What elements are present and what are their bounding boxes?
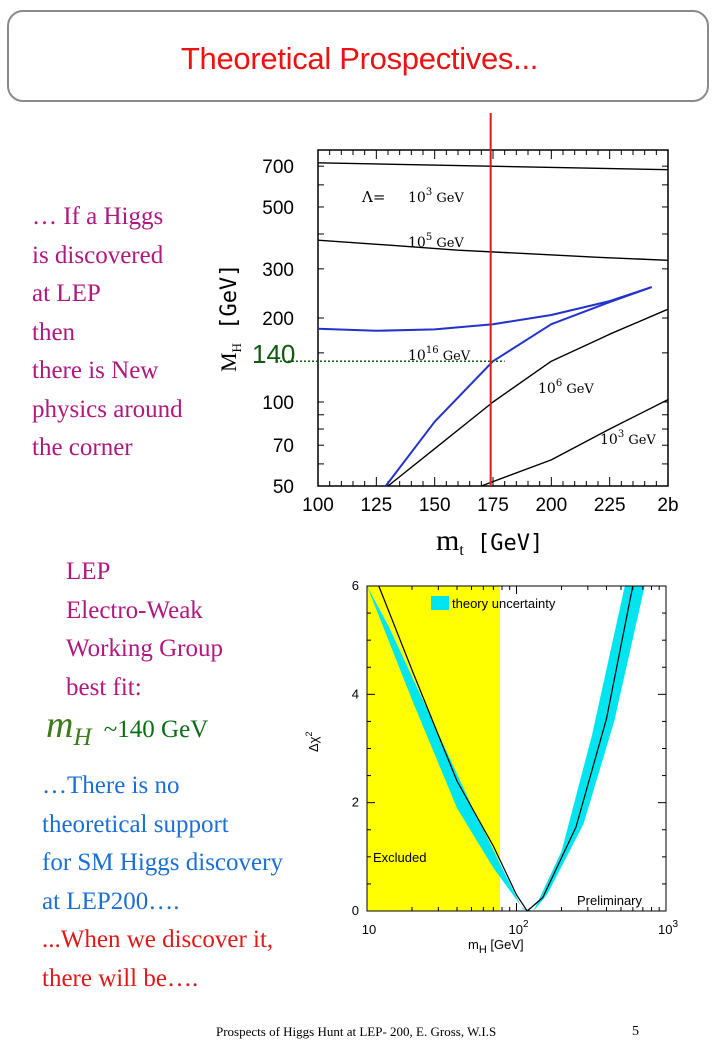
chart1-curve-label: 105 GeV bbox=[408, 232, 464, 251]
chart1-x-tick-label: 225 bbox=[594, 495, 626, 516]
red-line: there will be…. bbox=[42, 964, 199, 992]
page-number: 5 bbox=[632, 1024, 639, 1039]
chart1-x-tick-label: 2b bbox=[657, 495, 678, 516]
chart2-legend-label: theory uncertainty bbox=[452, 596, 556, 611]
chart1-curve bbox=[317, 286, 653, 332]
lep-line: Electro-Weak bbox=[66, 596, 203, 624]
chart1-y-tick-label: 70 bbox=[273, 436, 294, 457]
chart1-y-tick-label: 500 bbox=[262, 198, 294, 219]
chart2-y-axis-title: Δχ2 bbox=[304, 731, 321, 752]
chart1-y-tick-label: 300 bbox=[262, 260, 294, 281]
no-support-text: …There is no theoretical support for SM … bbox=[42, 767, 283, 921]
chart1-lambda-symbol: Λ= bbox=[361, 188, 385, 206]
chart2-y-tick-label: 6 bbox=[352, 578, 359, 593]
chart1-x-axis-title: mt [GeV] bbox=[436, 524, 543, 559]
chart2-preliminary-label: Preliminary bbox=[577, 893, 643, 908]
blue-line: …There is no bbox=[42, 772, 180, 799]
lep-line: best fit: bbox=[66, 673, 142, 701]
chart1-curve-label: 103 GeV bbox=[408, 187, 464, 206]
mass-symbol: m bbox=[46, 704, 74, 746]
chart2-x-tick-label: 103 bbox=[658, 919, 678, 937]
title-box bbox=[7, 10, 709, 102]
chart1-y-tick-label: 100 bbox=[262, 393, 294, 414]
chart1-curve bbox=[481, 398, 669, 487]
chart1-x-tick-label: 125 bbox=[360, 495, 392, 516]
chart1-x-tick-label: 100 bbox=[302, 495, 334, 516]
chart2-best-fit-curve bbox=[378, 585, 634, 912]
intro-line: then bbox=[32, 318, 76, 346]
chart1-x-tick-label: 150 bbox=[419, 495, 451, 516]
chart2-y-tick-label: 4 bbox=[352, 686, 359, 701]
chart2-y-tick-label: 2 bbox=[352, 795, 359, 810]
chart1-x-tick-label: 200 bbox=[535, 495, 567, 516]
chart2-y-tick-label: 0 bbox=[352, 903, 359, 918]
chart1-curve-label: 106 GeV bbox=[538, 378, 594, 397]
chart1-y-axis-title: MH [GeV] bbox=[216, 264, 244, 372]
intro-line: … If a Higgs bbox=[32, 203, 164, 230]
lep-line: Working Group bbox=[66, 635, 223, 662]
intro-line: at LEP bbox=[32, 280, 101, 307]
intro-line: the corner bbox=[32, 434, 133, 461]
chart1-x-tick-label: 175 bbox=[477, 495, 509, 516]
best-fit-value: mH ~140 GeV bbox=[46, 703, 209, 751]
intro-line: physics around bbox=[32, 395, 183, 423]
intro-line: is discovered bbox=[32, 241, 164, 269]
intro-text: … If a Higgs is discovered at LEP then t… bbox=[32, 198, 183, 468]
chart1-highlight-label: 140 bbox=[252, 339, 295, 369]
chart1-curve bbox=[384, 286, 653, 487]
best-fit-mass: ~140 GeV bbox=[97, 716, 209, 743]
chart2-x-tick-label: 102 bbox=[508, 919, 528, 937]
chart2-legend-swatch bbox=[431, 596, 449, 610]
chart2-x-axis-title: mH [GeV] bbox=[468, 937, 524, 956]
chart1-curve-label: 103 GeV bbox=[600, 429, 656, 448]
lep-line: LEP bbox=[66, 558, 111, 585]
footer-text: Prospects of Higgs Hunt at LEP- 200, E. … bbox=[216, 1024, 497, 1039]
chart2-excluded-label: Excluded bbox=[373, 850, 426, 865]
intro-line: there is New bbox=[32, 357, 159, 384]
red-line: ...When we discover it, bbox=[42, 926, 274, 953]
discovery-text: ...When we discover it, there will be…. bbox=[42, 921, 273, 998]
chart1-curve bbox=[317, 239, 669, 261]
chart1-y-tick-label: 200 bbox=[262, 309, 294, 330]
blue-line: for SM Higgs discovery bbox=[42, 849, 283, 876]
blue-line: theoretical support bbox=[42, 810, 229, 838]
slide-title: Theoretical Prospectives... bbox=[180, 41, 539, 76]
blue-line: at LEP200…. bbox=[42, 887, 180, 915]
chart2-x-tick-label: 10 bbox=[362, 922, 376, 937]
chart1-curve-label: 1016 GeV bbox=[408, 345, 471, 364]
lep-fit-text: LEP Electro-Weak Working Group best fit: bbox=[66, 553, 223, 707]
mass-subscript: H bbox=[73, 724, 92, 751]
chart1-y-tick-label: 700 bbox=[262, 157, 294, 178]
chart1-curve bbox=[317, 162, 669, 171]
chart1-curve bbox=[387, 308, 669, 487]
chart1-y-tick-label: 50 bbox=[273, 477, 294, 498]
